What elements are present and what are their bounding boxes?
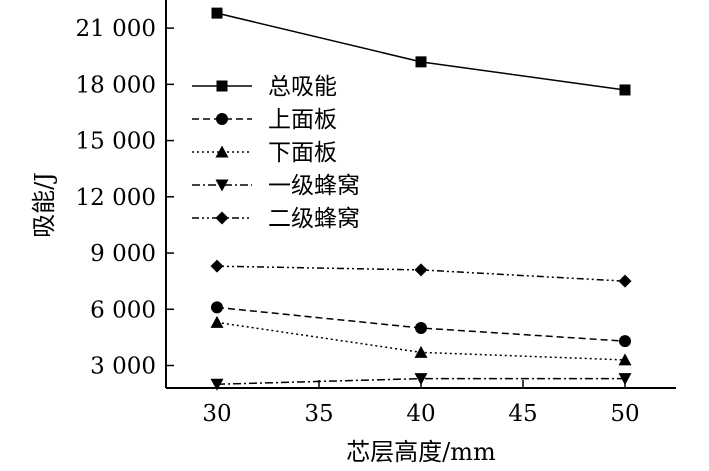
legend-label: 下面板 [268, 140, 337, 166]
data-point [210, 259, 224, 273]
y-tick-label: 3 000 [90, 354, 156, 380]
data-point [619, 335, 631, 348]
x-tick-label: 50 [610, 401, 639, 427]
series-1 [211, 7, 631, 96]
x-tick-label: 30 [202, 401, 231, 427]
y-tick-label: 21 000 [76, 16, 156, 42]
data-point [618, 353, 632, 366]
legend-item: 总吸能 [192, 74, 337, 100]
data-point [619, 84, 631, 96]
data-point [414, 373, 428, 386]
legend-label: 二级蜂窝 [268, 206, 360, 232]
y-axis-label: 吸能/J [30, 172, 58, 238]
data-point [211, 301, 223, 314]
data-point [415, 322, 427, 335]
series-4 [210, 373, 632, 391]
legend-marker [216, 80, 228, 92]
legend-label: 上面板 [268, 107, 337, 133]
legend-item: 下面板 [192, 140, 337, 166]
legend-label: 总吸能 [268, 74, 337, 100]
data-point [210, 378, 224, 391]
y-tick-label: 15 000 [76, 129, 156, 155]
legend-label: 一级蜂窝 [268, 173, 360, 199]
legend-item: 一级蜂窝 [192, 173, 360, 199]
series-5 [210, 259, 632, 288]
series-group [210, 7, 632, 391]
data-point [618, 373, 632, 386]
legend-marker [215, 211, 229, 225]
series-line [216, 306, 626, 342]
x-ticks: 30 35 40 45 50 [202, 380, 640, 427]
y-ticks: 3 000 6 000 9 000 12 000 15 000 18 000 21 000 [76, 16, 174, 380]
y-tick-label: 9 000 [90, 241, 156, 267]
legend-marker [215, 145, 229, 158]
legend-marker [216, 113, 228, 125]
legend-item: 上面板 [192, 107, 337, 133]
series-2 [211, 301, 631, 348]
y-tick-label: 6 000 [90, 297, 156, 323]
x-tick-label: 35 [304, 401, 333, 427]
y-tick-label: 12 000 [76, 185, 156, 211]
x-tick-label: 45 [508, 401, 537, 427]
y-tick-label: 18 000 [76, 72, 156, 98]
legend-item: 二级蜂窝 [192, 206, 360, 232]
x-tick-label: 40 [406, 401, 435, 427]
data-point [414, 263, 428, 277]
data-point [415, 56, 427, 68]
data-point [618, 274, 632, 288]
x-axis-label: 芯层高度/mm [346, 438, 496, 466]
data-point [211, 7, 223, 19]
series-3 [210, 315, 632, 366]
data-point [414, 345, 428, 358]
data-point [210, 315, 224, 328]
legend-marker [215, 179, 229, 192]
